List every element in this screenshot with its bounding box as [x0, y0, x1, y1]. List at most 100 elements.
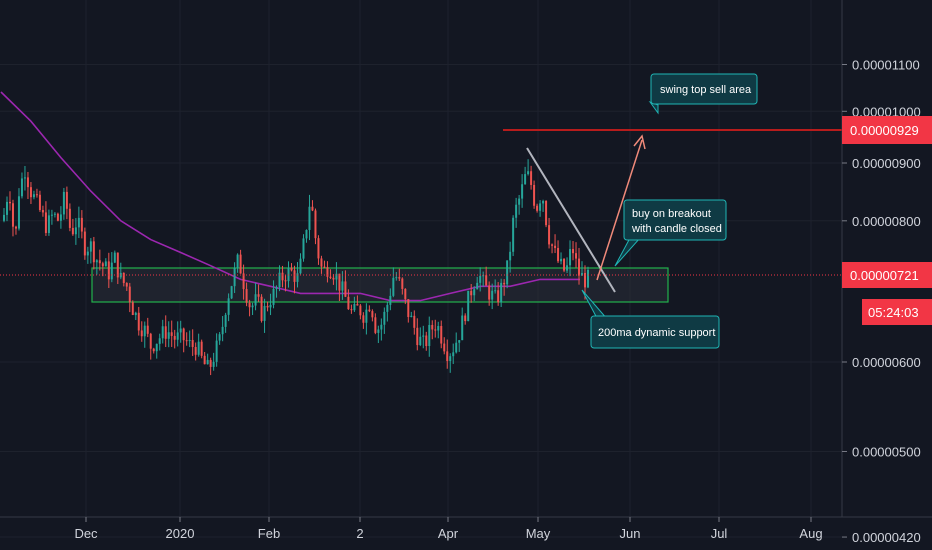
candle-body [2, 214, 5, 221]
candle-body [11, 203, 14, 227]
candle-body [56, 213, 59, 221]
candle-body [497, 290, 500, 303]
candle-body [491, 290, 494, 300]
candle-body [395, 277, 398, 279]
candle-body [185, 340, 188, 342]
candle-body [410, 315, 413, 318]
candle-body [518, 198, 521, 205]
candle-body [506, 260, 509, 285]
time-axis-ticks: Dec 2020 Feb 2 Apr May Jun Jul Aug [74, 517, 823, 541]
candle-body [101, 263, 104, 267]
candle-body [8, 201, 11, 204]
candle-body [239, 254, 242, 274]
candle-body [98, 260, 101, 264]
candle-body [527, 171, 530, 175]
candle-body [251, 305, 254, 308]
breakout-arrow[interactable] [596, 139, 643, 281]
candle-body [377, 329, 380, 333]
candle-body [539, 203, 542, 211]
resistance-price-label: 0.00000929 [850, 123, 919, 138]
candle-body [260, 296, 263, 321]
x-tick-label: Jul [711, 526, 728, 541]
candles-layer [2, 159, 590, 376]
note-breakout-line1: buy on breakout [632, 208, 711, 220]
candle-body [194, 347, 197, 355]
candle-body [296, 273, 299, 282]
candle-body [464, 315, 467, 322]
candle-body [380, 324, 383, 330]
candle-body [221, 326, 224, 335]
candle-body [191, 340, 194, 348]
resistance-price-tag [842, 116, 932, 144]
candle-body [236, 254, 239, 268]
candle-body [434, 329, 437, 331]
candle-body [320, 258, 323, 267]
candle-body [473, 289, 476, 296]
candle-body [425, 335, 428, 347]
callout-swing-top[interactable]: swing top sell area [648, 73, 758, 115]
candle-body [488, 285, 491, 300]
candle-body [386, 304, 389, 312]
candle-body [356, 304, 359, 306]
support-zone[interactable] [91, 267, 669, 303]
candle-body [47, 215, 50, 233]
candle-body [329, 276, 332, 278]
callout-breakout[interactable]: buy on breakout with candle closed [614, 199, 727, 267]
countdown-label: 05:24:03 [868, 305, 919, 320]
candle-body [353, 304, 356, 311]
candle-body [131, 302, 134, 316]
candle-body [419, 336, 422, 346]
candle-body [509, 251, 512, 261]
candle-body [134, 312, 137, 316]
candle-body [374, 317, 377, 333]
candle-body [368, 309, 371, 312]
x-tick-label: Apr [438, 526, 459, 541]
candle-body [566, 265, 569, 271]
candle-body [323, 266, 326, 268]
candle-body [14, 226, 17, 229]
candle-body [125, 282, 128, 287]
candle-body [338, 273, 341, 291]
x-tick-label: Jun [620, 526, 641, 541]
candle-body [365, 309, 368, 323]
x-tick-label: 2020 [166, 526, 195, 541]
note-swing-top: swing top sell area [660, 84, 752, 96]
candle-body [443, 343, 446, 352]
chart-grid [0, 0, 842, 538]
candle-body [20, 178, 23, 197]
note-200ma: 200ma dynamic support [598, 327, 715, 339]
candle-body [560, 258, 563, 262]
y-tick-label: 0.00000600 [852, 355, 921, 370]
candle-body [575, 253, 578, 259]
candle-body [140, 330, 143, 337]
candle-body [272, 288, 275, 305]
breakout-arrowhead [633, 134, 646, 150]
candle-body [68, 208, 71, 228]
candle-body [155, 343, 158, 352]
candle-body [545, 200, 548, 226]
candle-body [359, 305, 362, 316]
candle-body [524, 174, 527, 185]
candle-body [404, 288, 407, 300]
candle-body [287, 267, 290, 282]
candle-body [344, 281, 347, 297]
y-tick-label: 0.00000800 [852, 214, 921, 229]
candle-body [227, 298, 230, 315]
candle-body [113, 252, 116, 263]
candle-body [302, 238, 305, 259]
candle-body [569, 249, 572, 266]
candle-body [80, 217, 83, 232]
y-tick-label: 0.00000900 [852, 156, 921, 171]
candle-body [143, 325, 146, 337]
candle-body [230, 286, 233, 299]
x-tick-label: Dec [74, 526, 98, 541]
countdown-tag [862, 299, 932, 325]
callout-200ma[interactable]: 200ma dynamic support [581, 289, 720, 349]
candle-body [482, 275, 485, 277]
candle-body [458, 340, 461, 343]
candle-body [461, 315, 464, 341]
candle-body [308, 206, 311, 230]
candle-body [29, 187, 32, 198]
candle-body [428, 324, 431, 347]
